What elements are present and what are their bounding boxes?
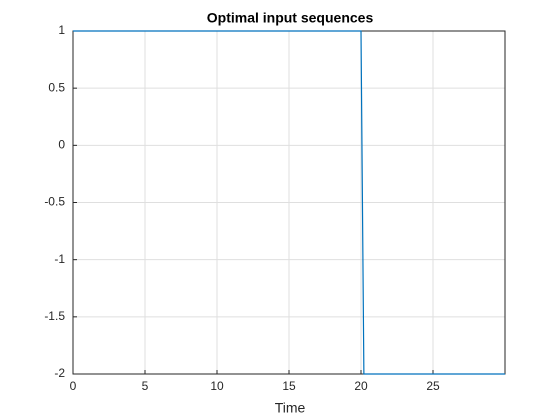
y-tick-label: 1 [58, 23, 65, 37]
y-tick-label: -2 [54, 366, 65, 380]
y-tick-label: 0 [58, 138, 65, 152]
data-line [73, 30, 505, 375]
y-tick-label: -1.5 [44, 309, 65, 323]
x-tick-label: 20 [354, 379, 368, 393]
y-tick-label: -1 [54, 252, 65, 266]
x-tick-label: 15 [282, 379, 296, 393]
x-tick-label: 10 [210, 379, 224, 393]
y-tick-label: 0.5 [48, 80, 65, 94]
y-tick-label: -0.5 [44, 195, 65, 209]
x-tick-label: 5 [142, 379, 149, 393]
chart-title: Optimal input sequences [207, 10, 374, 26]
x-tick-label: 0 [70, 379, 77, 393]
x-tick-label: 25 [426, 379, 440, 393]
x-axis-label: Time [275, 400, 306, 416]
